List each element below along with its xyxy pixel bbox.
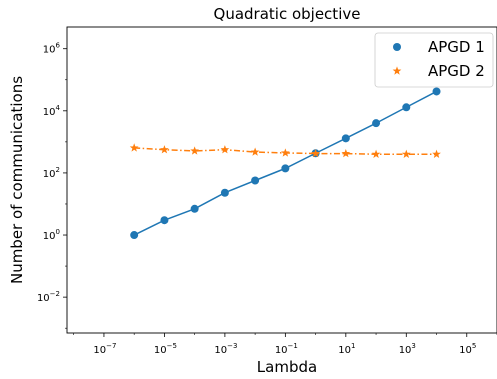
legend-marker-1 [393,43,401,51]
series-2-point [341,148,351,158]
y-tick-label-exponent: 4 [56,104,61,112]
x-tick-label: 101 [338,342,355,356]
legend-marker-2 [392,66,402,75]
y-tick-label-exponent: 0 [56,228,60,236]
x-tick-label-base: 10 [275,345,288,356]
x-tick-label: 10−3 [214,342,237,356]
series-2-point [129,143,139,152]
series-1-point [372,119,381,128]
series-1-point [130,231,139,240]
x-tick-label-base: 10 [399,345,412,356]
legend-box [374,32,494,88]
y-axis-label: Number of communications [8,76,26,284]
y-tick-label-base: 10 [43,169,56,180]
series-1-point [402,103,411,112]
x-tick-label: 10−7 [93,342,116,356]
y-tick-label-base: 10 [43,45,56,56]
y-tick-label-base: 10 [43,231,56,242]
series-1-point [251,176,260,185]
x-tick-label-exponent: 5 [472,342,476,350]
y-tick-label-base: 10 [37,293,50,304]
x-tick-label-exponent: 1 [351,342,355,350]
series-2-point [371,149,381,158]
y-tick-label-exponent: −2 [50,290,60,298]
chart-title: Quadratic objective [214,5,361,23]
x-tick-label-exponent: −1 [288,342,298,350]
legend-label-2: APGD 2 [428,62,485,80]
x-tick-label: 10−1 [275,342,298,356]
x-tick-label: 105 [459,342,476,356]
series-2-point [220,145,230,154]
series-2-point [280,148,290,157]
y-tick-label: 100 [43,228,60,242]
series-2-point [311,148,320,158]
x-tick-label-exponent: −3 [227,342,237,350]
x-tick-label-base: 10 [214,345,227,356]
series-1-point [190,204,199,213]
y-tick-label: 102 [43,166,60,180]
series-1-point [281,164,290,173]
x-tick-label-base: 10 [338,345,351,356]
plot-area-frame [66,26,497,334]
x-tick-label-base: 10 [459,345,472,356]
x-tick-label: 103 [399,342,416,356]
y-tick-label: 106 [43,42,61,56]
y-tick-label-exponent: 2 [56,166,60,174]
y-tick-label: 104 [43,104,61,118]
series-2-point [160,145,169,154]
x-axis-ticks: 10−7 10−5 10−3 10−1 101 103 105 [73,333,497,356]
x-tick-label-base: 10 [93,345,106,356]
series-2-point [250,147,260,156]
y-tick-label-exponent: 6 [56,42,61,50]
x-tick-label-exponent: 3 [411,342,415,350]
series-1-point [160,216,169,225]
series-layer [129,87,441,240]
series-1-point [341,134,350,143]
series-2-point [401,149,411,158]
y-tick-label: 10−2 [37,290,60,304]
x-axis-label: Lambda [257,358,317,376]
x-tick-label-exponent: −7 [106,342,116,350]
x-tick-label-exponent: −5 [167,342,177,350]
legend: APGD 1 APGD 2 [374,32,494,88]
series-2-point [432,149,441,158]
series-1-point [220,188,229,197]
legend-label-1: APGD 1 [428,38,485,56]
series-2-point [190,146,200,155]
x-tick-label-base: 10 [154,345,167,356]
series-1-point [432,87,441,96]
y-tick-label-base: 10 [43,107,56,118]
x-tick-label: 10−5 [154,342,177,356]
